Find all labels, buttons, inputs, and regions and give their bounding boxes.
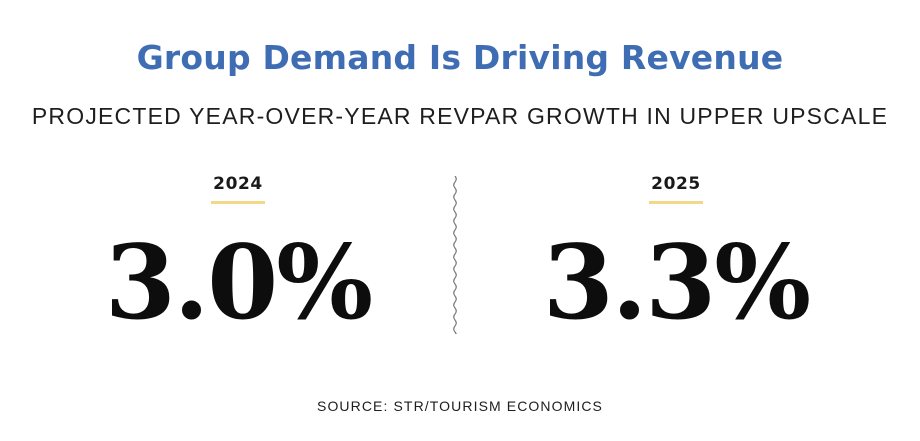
- page-subtitle: PROJECTED YEAR-OVER-YEAR REVPAR GROWTH I…: [31, 103, 889, 129]
- stat-year-label: 2025: [649, 172, 703, 204]
- stat-value: 3.0%: [104, 223, 373, 343]
- wavy-divider: [453, 176, 457, 334]
- stat-2025: 2025 3.3%: [476, 172, 876, 338]
- stat-year-label: 2024: [211, 172, 265, 204]
- stat-2024: 2024 3.0%: [38, 172, 438, 338]
- stat-value: 3.3%: [542, 223, 811, 343]
- page-title: Group Demand Is Driving Revenue: [136, 38, 784, 77]
- source-note: SOURCE: STR/TOURISM ECONOMICS: [317, 398, 603, 414]
